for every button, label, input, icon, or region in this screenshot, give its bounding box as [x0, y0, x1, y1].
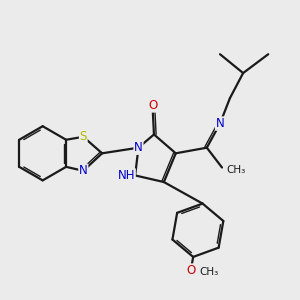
Text: O: O: [186, 264, 195, 277]
Text: N: N: [216, 117, 224, 130]
Text: O: O: [148, 99, 157, 112]
Text: N: N: [134, 141, 143, 154]
Text: N: N: [79, 164, 88, 177]
Text: CH₃: CH₃: [199, 267, 218, 277]
Text: CH₃: CH₃: [226, 165, 245, 175]
Text: NH: NH: [118, 169, 135, 182]
Text: S: S: [80, 130, 87, 143]
